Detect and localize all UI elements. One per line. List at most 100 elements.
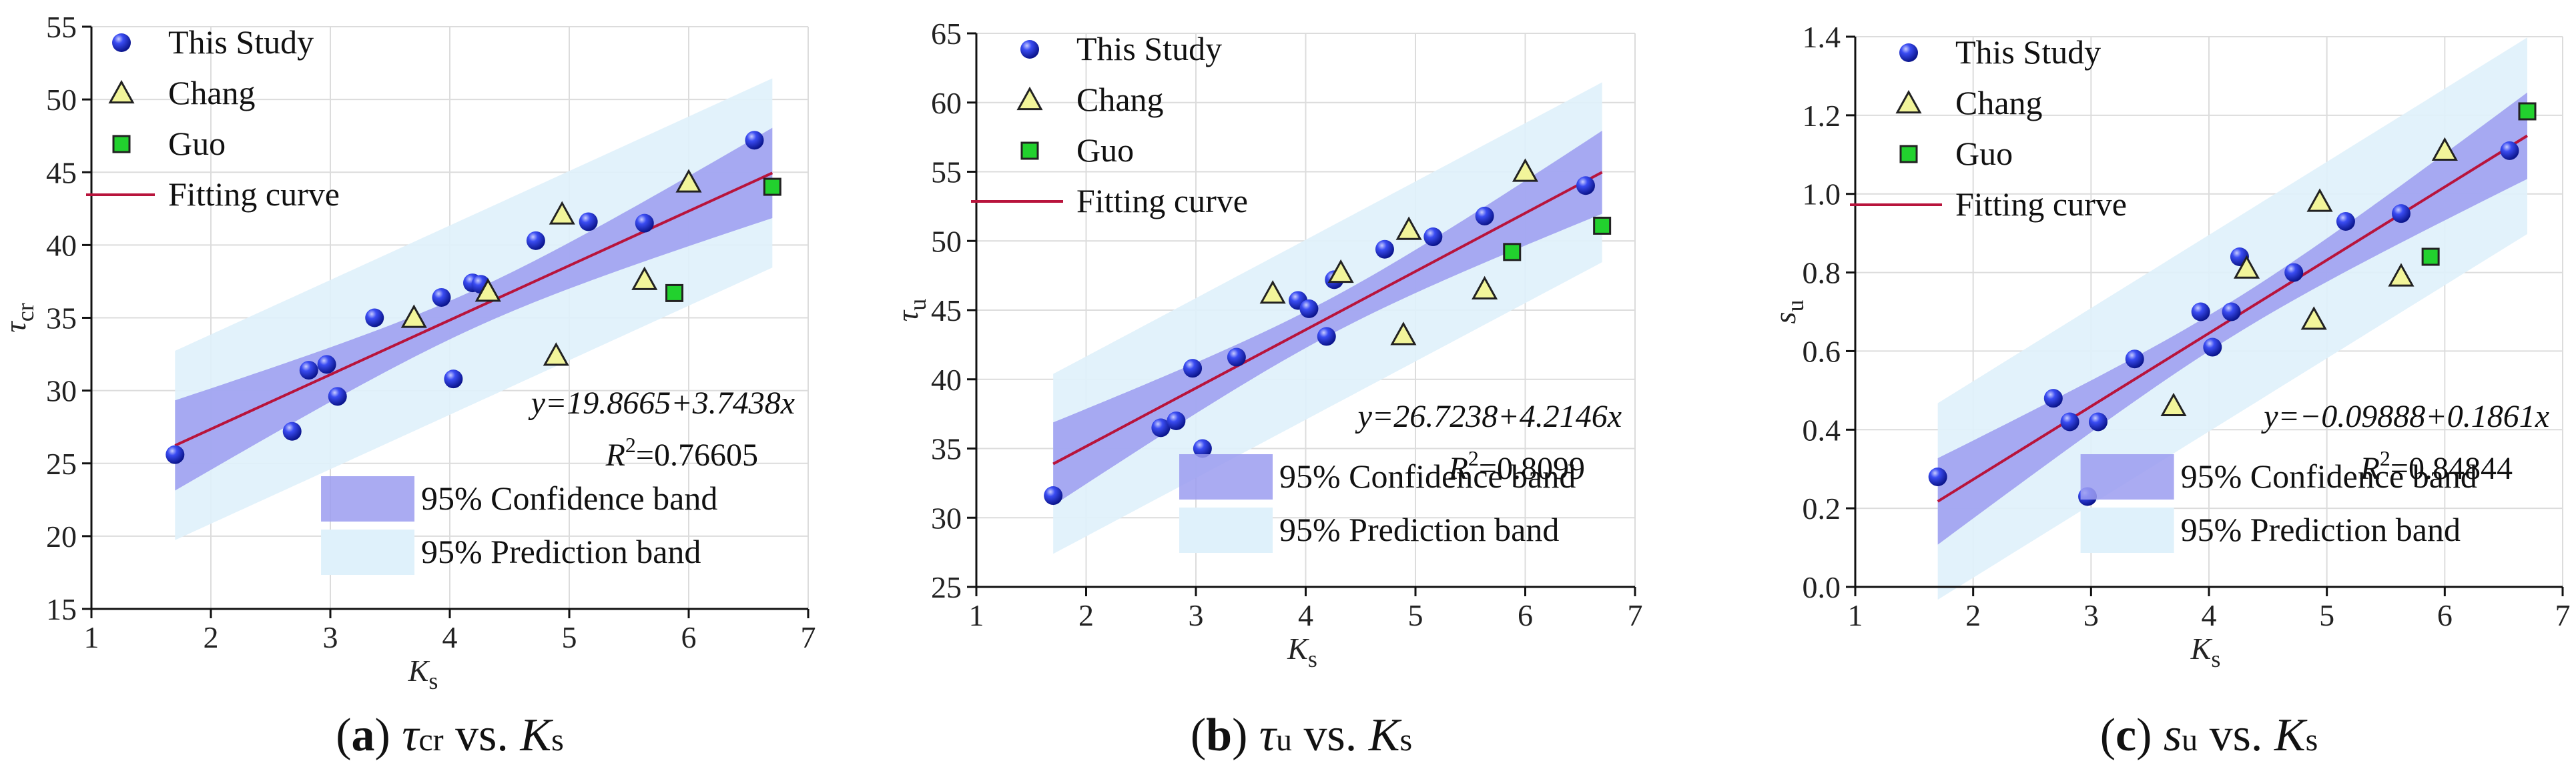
data-point-circle bbox=[2125, 349, 2144, 369]
legend-marker-square bbox=[1020, 141, 1039, 160]
series-guo bbox=[665, 177, 781, 302]
chart-panel-c: 1 2 3 4 5 6 7 0.0 0.2 0.4 0.6 0.8 1.0 1.2 1.4 Ks su This … bbox=[1768, 20, 2571, 761]
data-point-circle bbox=[2284, 263, 2304, 282]
x-axis-label: Ks bbox=[2190, 632, 2221, 672]
r-squared: R2=0.8099 bbox=[1448, 446, 1585, 486]
x-axis-label: Ks bbox=[408, 654, 438, 694]
legend-marker-circle bbox=[1020, 40, 1039, 59]
data-point-square bbox=[665, 283, 684, 302]
legend-label: 95% Confidence band bbox=[1279, 458, 1576, 495]
series-guo bbox=[1503, 216, 1612, 261]
series-chang bbox=[400, 169, 702, 366]
y-tick-label: 50 bbox=[931, 224, 962, 258]
data-point-circle bbox=[1375, 239, 1394, 259]
data-point-circle bbox=[2391, 204, 2410, 223]
data-point-circle bbox=[2088, 412, 2108, 432]
x-tick-label: 2 bbox=[204, 620, 219, 654]
data-point-square bbox=[1593, 216, 1612, 235]
x-tick-label: 3 bbox=[323, 620, 338, 654]
data-point-circle bbox=[579, 212, 598, 231]
x-tick-label: 1 bbox=[969, 598, 984, 632]
legend-label: Chang bbox=[1076, 81, 1164, 118]
data-point-circle bbox=[365, 308, 384, 327]
legend-label: 95% Prediction band bbox=[2181, 511, 2461, 548]
data-point-circle bbox=[2043, 389, 2063, 408]
data-point-circle bbox=[526, 231, 545, 250]
x-tick-label: 2 bbox=[1965, 598, 1981, 632]
legend-confidence-swatch bbox=[321, 476, 415, 522]
y-tick-label: 0.2 bbox=[1803, 492, 1841, 526]
data-point-circle bbox=[317, 355, 336, 374]
y-tick-label: 1.2 bbox=[1803, 99, 1841, 133]
y-tick-label: 15 bbox=[46, 592, 77, 626]
r-squared: R2=0.76605 bbox=[605, 433, 758, 473]
y-tick-label: 30 bbox=[46, 374, 77, 408]
data-point-triangle bbox=[2306, 188, 2333, 212]
y-tick-label: 45 bbox=[46, 155, 77, 189]
data-point-square bbox=[2421, 247, 2440, 266]
legend-label: 95% Confidence band bbox=[421, 480, 717, 517]
data-point-circle bbox=[1928, 468, 1947, 486]
data-point-circle bbox=[1317, 327, 1336, 346]
legend-prediction-swatch bbox=[2080, 508, 2174, 553]
legend-marker-triangle bbox=[1016, 86, 1043, 111]
data-point-circle bbox=[1475, 206, 1494, 225]
y-tick-label: 50 bbox=[46, 83, 77, 117]
fit-equation: y=26.7238+4.2146x bbox=[1355, 399, 1622, 434]
data-point-triangle bbox=[2160, 392, 2187, 417]
legend-label: Guo bbox=[1076, 131, 1134, 169]
data-point-triangle bbox=[2233, 255, 2260, 279]
data-point-circle bbox=[1151, 418, 1171, 438]
series-this-study bbox=[1044, 176, 1595, 506]
data-point-circle bbox=[635, 213, 654, 233]
y-tick-label: 20 bbox=[46, 520, 77, 554]
data-point-triangle bbox=[1390, 321, 1417, 345]
y-tick-label: 25 bbox=[931, 570, 962, 604]
x-tick-label: 5 bbox=[1408, 598, 1423, 632]
data-point-circle bbox=[2203, 337, 2222, 357]
series-guo bbox=[2421, 102, 2537, 266]
x-tick-label: 7 bbox=[1628, 598, 1643, 632]
data-point-circle bbox=[2500, 141, 2519, 160]
fit-equation: y=−0.09888+0.1861x bbox=[2260, 399, 2549, 434]
x-tick-label: 1 bbox=[1848, 598, 1863, 632]
legend-marker-circle bbox=[1899, 43, 1918, 62]
data-point-circle bbox=[1576, 176, 1595, 195]
fit-equation: y=19.8665+3.7438x bbox=[528, 385, 795, 421]
fitting-curve bbox=[1052, 171, 1603, 466]
y-axis-label: τcr bbox=[0, 303, 39, 332]
data-point-triangle bbox=[631, 266, 658, 290]
data-point-triangle bbox=[474, 278, 501, 302]
legend-prediction-swatch bbox=[321, 530, 415, 575]
panel-caption: (b) τu vs. Ks bbox=[1191, 710, 1412, 761]
x-tick-label: 5 bbox=[2319, 598, 2334, 632]
x-tick-label: 7 bbox=[2555, 598, 2571, 632]
data-point-circle bbox=[745, 131, 764, 150]
x-tick-label: 7 bbox=[801, 620, 816, 654]
data-point-circle bbox=[328, 387, 347, 406]
x-tick-label: 1 bbox=[84, 620, 99, 654]
data-point-triangle bbox=[1472, 275, 1498, 299]
legend-prediction-swatch bbox=[1179, 508, 1273, 553]
data-point-circle bbox=[2222, 302, 2241, 321]
legend-label: 95% Confidence band bbox=[2181, 458, 2477, 495]
legend-marker-circle bbox=[112, 33, 131, 52]
data-point-circle bbox=[299, 361, 318, 380]
y-tick-label: 0.8 bbox=[1803, 256, 1841, 290]
legend-label: This Study bbox=[1955, 33, 2101, 71]
y-tick-label: 30 bbox=[931, 501, 962, 535]
panel-caption: (c) su vs. Ks bbox=[2100, 710, 2318, 761]
legend-label: Fitting curve bbox=[1076, 182, 1248, 219]
legend-label: Chang bbox=[168, 74, 256, 111]
x-tick-label: 6 bbox=[681, 620, 697, 654]
data-point-circle bbox=[2060, 412, 2079, 432]
data-point-circle bbox=[444, 369, 463, 389]
data-point-circle bbox=[432, 287, 451, 307]
data-point-circle bbox=[2336, 211, 2355, 231]
series-this-study bbox=[166, 131, 764, 464]
x-tick-label: 4 bbox=[2202, 598, 2217, 632]
y-tick-label: 55 bbox=[931, 155, 962, 189]
